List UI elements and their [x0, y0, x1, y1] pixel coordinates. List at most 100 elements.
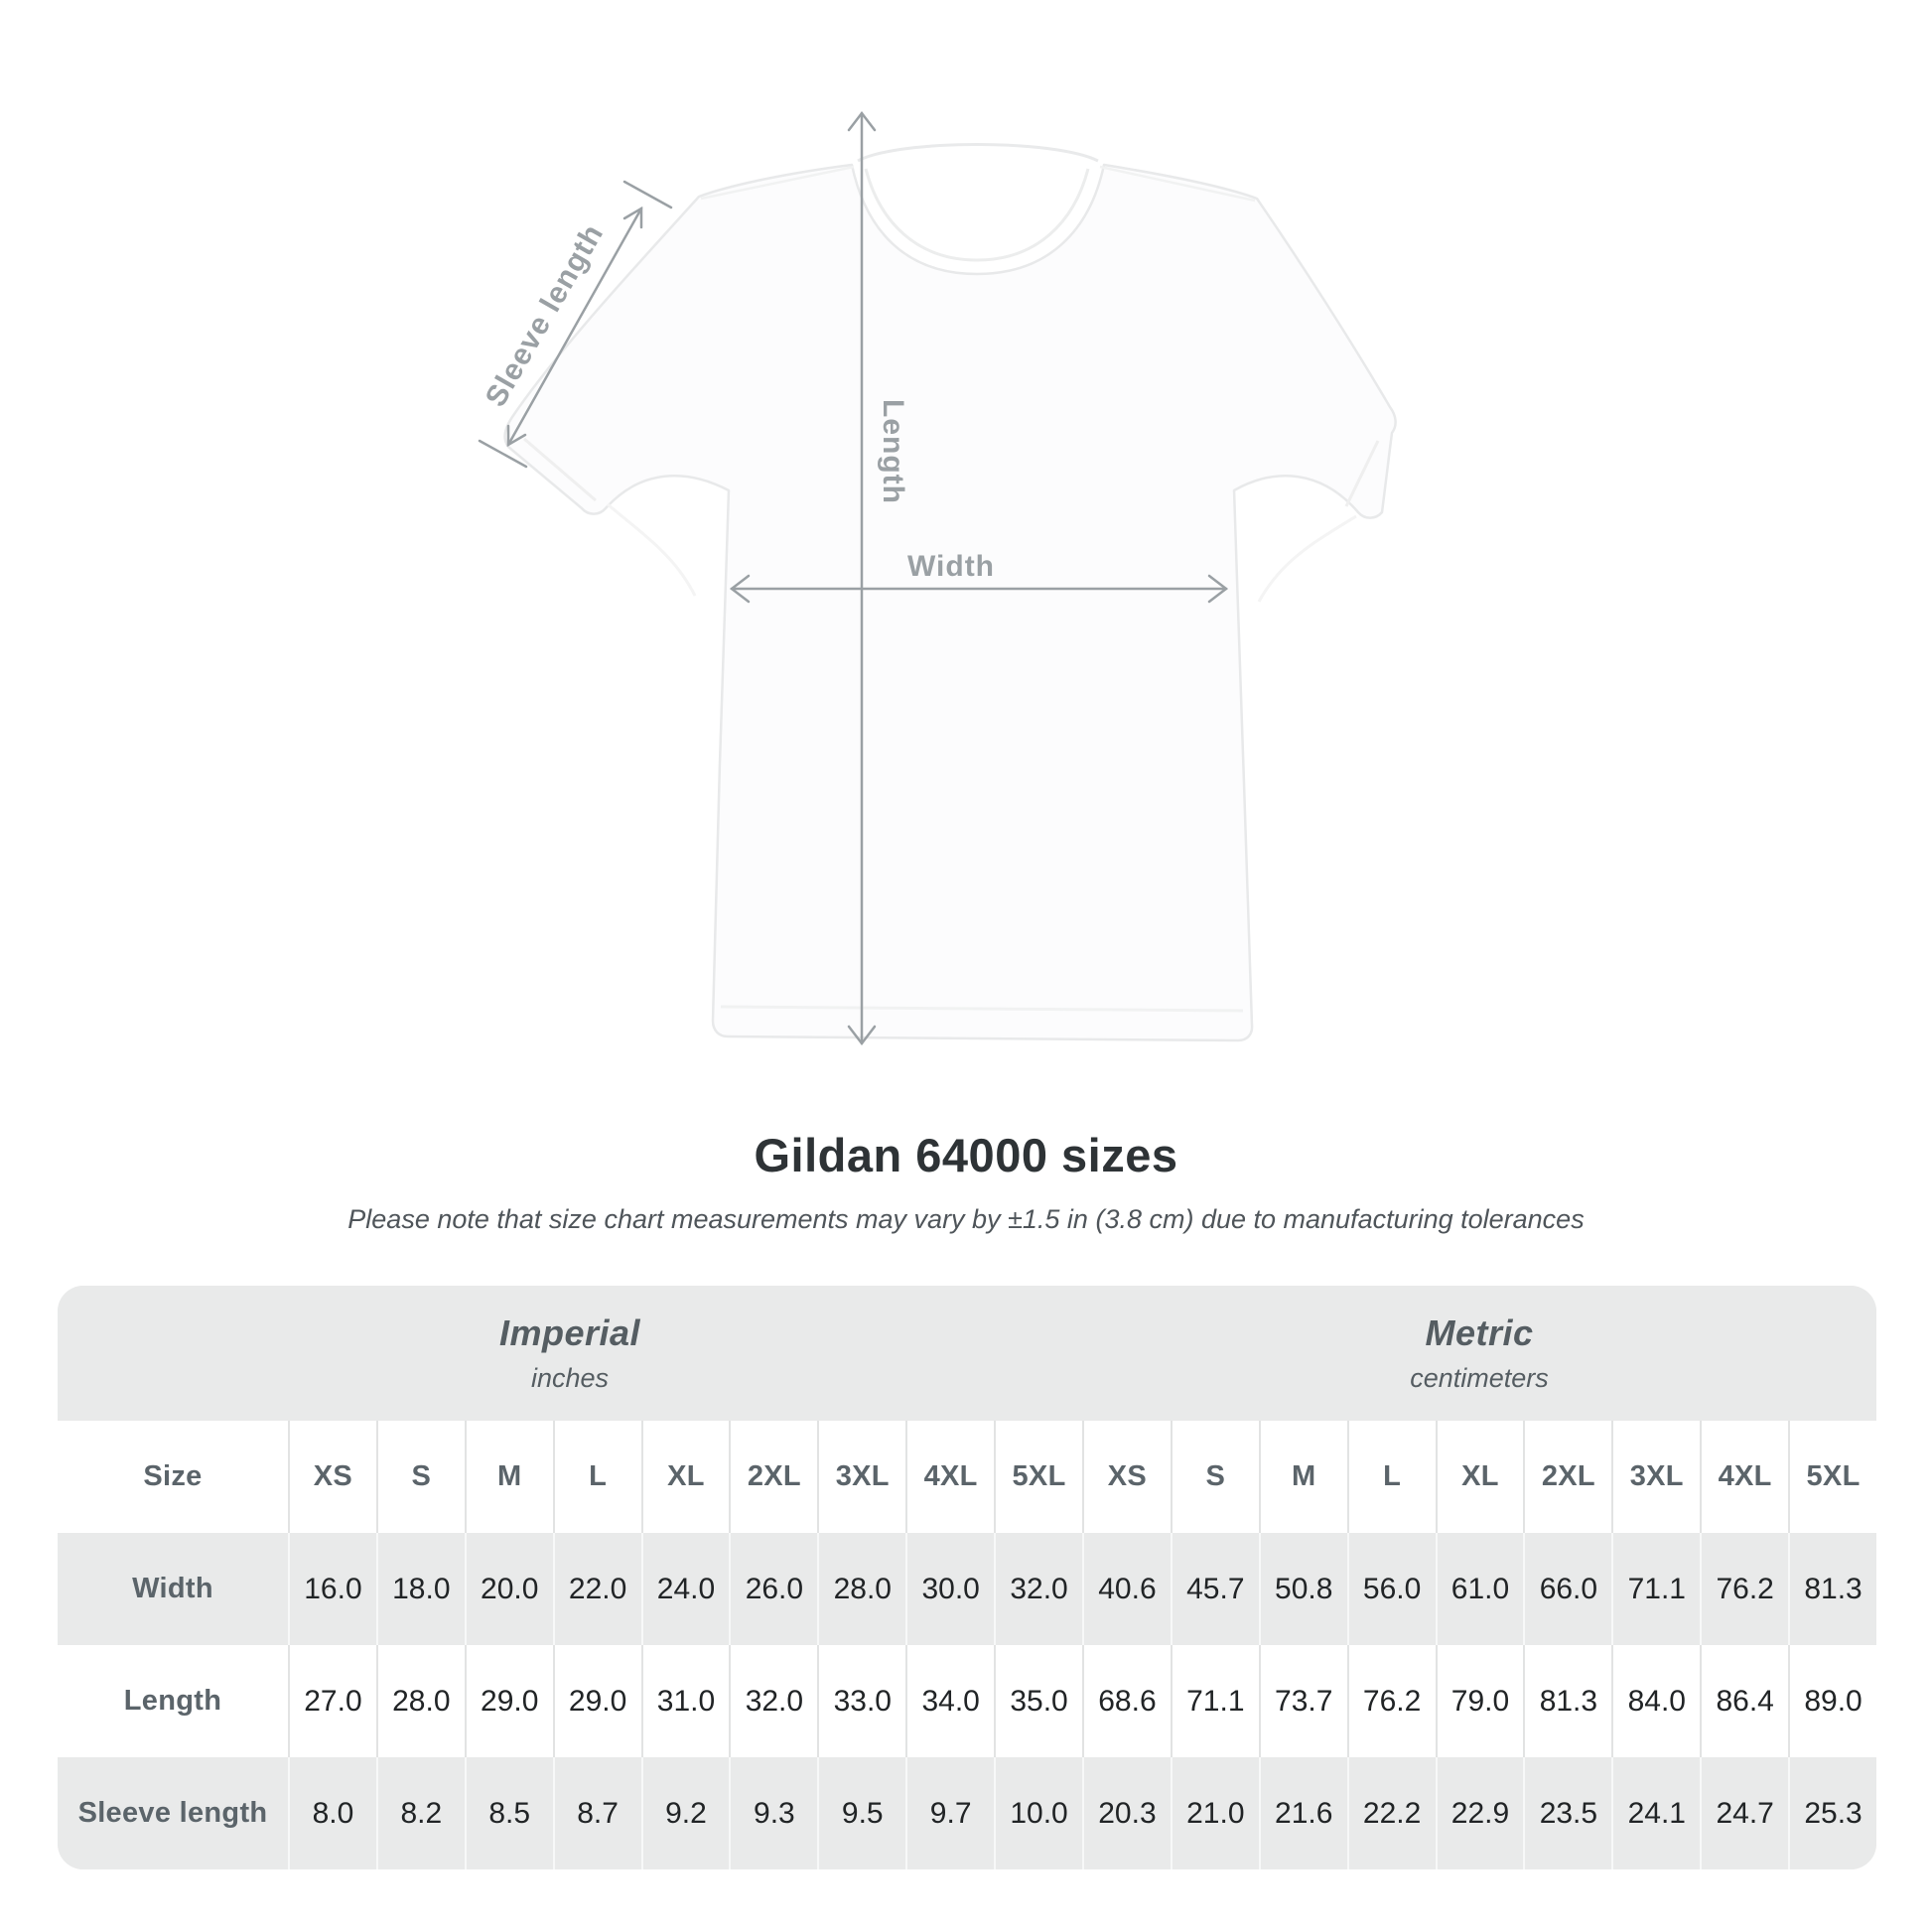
- value-cell: 20.3: [1081, 1757, 1171, 1869]
- value-cell: 40.6: [1081, 1533, 1171, 1645]
- value-cell: 31.0: [640, 1645, 730, 1757]
- value-cell: 26.0: [729, 1533, 817, 1645]
- size-col-imperial-3xl: 3XL: [817, 1421, 905, 1533]
- size-col-imperial-xs: XS: [288, 1421, 376, 1533]
- imperial-group-unit: inches: [530, 1363, 610, 1393]
- value-cell: 21.6: [1258, 1757, 1347, 1869]
- unit-group-row: Imperial inches Metric centimeters: [58, 1286, 1876, 1421]
- shoulder-seam-right: [1099, 165, 1256, 203]
- value-cell: 16.0: [288, 1533, 376, 1645]
- row-label: Sleeve length: [77, 1797, 268, 1829]
- tshirt-illustration: [478, 110, 1397, 1046]
- tshirt-shape: [503, 143, 1397, 1042]
- value-cell: 56.0: [1346, 1533, 1436, 1645]
- collar-inner-seam: [864, 168, 1090, 262]
- shoulder-seam-left: [700, 165, 855, 201]
- value-cell: 81.3: [1523, 1645, 1611, 1757]
- value-cell: 86.4: [1700, 1645, 1788, 1757]
- value-cell: 50.8: [1258, 1533, 1347, 1645]
- size-col-imperial-xl: XL: [640, 1421, 730, 1533]
- metric-group-unit: centimeters: [1410, 1363, 1549, 1393]
- size-col-imperial-5xl: 5XL: [994, 1421, 1082, 1533]
- value-cell: 28.0: [375, 1645, 465, 1757]
- length-arrow: [847, 110, 877, 1046]
- value-cell: 66.0: [1523, 1533, 1611, 1645]
- metric-group-title: Metric: [1425, 1312, 1534, 1353]
- length-label: Length: [877, 399, 909, 504]
- sleeve-hem-right: [1344, 440, 1380, 507]
- value-cell: 28.0: [817, 1533, 905, 1645]
- width-arrow: [729, 574, 1229, 604]
- value-cell: 24.0: [640, 1533, 730, 1645]
- size-col-metric-xs: XS: [1081, 1421, 1171, 1533]
- value-cell: 71.1: [1611, 1533, 1700, 1645]
- measurement-row-width: Width 16.0 18.0 20.0 22.0 24.0 26.0 28.0 30.0 32.…: [58, 1533, 1876, 1645]
- page-title: Gildan 64000 sizes: [754, 1129, 1178, 1181]
- size-col-metric-xl: XL: [1435, 1421, 1524, 1533]
- value-cell: 9.7: [905, 1757, 994, 1869]
- value-cell: 84.0: [1611, 1645, 1700, 1757]
- size-col-metric-3xl: 3XL: [1611, 1421, 1700, 1533]
- value-cell: 79.0: [1435, 1645, 1524, 1757]
- measurement-arrows: [478, 110, 1229, 1046]
- value-cell: 73.7: [1258, 1645, 1347, 1757]
- row-label: Width: [132, 1573, 213, 1604]
- value-cell: 18.0: [375, 1533, 465, 1645]
- size-col-imperial-4xl: 4XL: [905, 1421, 994, 1533]
- value-cell: 10.0: [994, 1757, 1082, 1869]
- value-cell: 89.0: [1788, 1645, 1876, 1757]
- bottom-hem-stitch: [720, 1005, 1244, 1013]
- value-cell: 32.0: [994, 1533, 1082, 1645]
- sleeve-length-arrow: [478, 180, 673, 469]
- size-col-metric-l: L: [1346, 1421, 1436, 1533]
- tshirt-body: [503, 163, 1397, 1042]
- value-cell: 25.3: [1788, 1757, 1876, 1869]
- value-cell: 33.0: [817, 1645, 905, 1757]
- sleeve-hem-left: [523, 437, 597, 502]
- armpit-crease-right: [1257, 514, 1357, 603]
- size-col-imperial-s: S: [375, 1421, 465, 1533]
- value-cell: 20.0: [464, 1533, 553, 1645]
- row-label: Length: [123, 1685, 222, 1717]
- width-label: Width: [906, 550, 996, 583]
- measurement-row-sleeve-length: Sleeve length 8.0 8.2 8.5 8.7 9.2 9.3 9.5 9.7 10.…: [58, 1757, 1876, 1869]
- value-cell: 24.7: [1700, 1757, 1788, 1869]
- value-cell: 8.7: [552, 1757, 641, 1869]
- size-col-metric-2xl: 2XL: [1523, 1421, 1611, 1533]
- value-cell: 24.1: [1611, 1757, 1700, 1869]
- value-cell: 9.3: [729, 1757, 817, 1869]
- value-cell: 30.0: [905, 1533, 994, 1645]
- value-cell: 9.5: [817, 1757, 905, 1869]
- size-header-label: Size: [143, 1460, 203, 1492]
- armpit-crease-left: [607, 502, 697, 597]
- value-cell: 22.9: [1435, 1757, 1524, 1869]
- size-col-metric-5xl: 5XL: [1788, 1421, 1876, 1533]
- value-cell: 34.0: [905, 1645, 994, 1757]
- collar-back: [857, 143, 1099, 163]
- size-col-metric-4xl: 4XL: [1700, 1421, 1788, 1533]
- size-header-row: Size XS S M L XL 2XL 3XL 4XL 5XL XS S M L XL 2XL 3XL 4XL…: [58, 1421, 1876, 1533]
- value-cell: 23.5: [1523, 1757, 1611, 1869]
- size-col-metric-m: M: [1258, 1421, 1347, 1533]
- value-cell: 27.0: [288, 1645, 376, 1757]
- size-col-metric-s: S: [1170, 1421, 1259, 1533]
- value-cell: 81.3: [1788, 1533, 1876, 1645]
- tolerance-note: Please note that size chart measurements…: [347, 1204, 1585, 1234]
- value-cell: 22.0: [552, 1533, 641, 1645]
- value-cell: 68.6: [1081, 1645, 1171, 1757]
- imperial-group-title: Imperial: [498, 1312, 641, 1353]
- value-cell: 8.2: [375, 1757, 465, 1869]
- value-cell: 61.0: [1435, 1533, 1524, 1645]
- value-cell: 8.5: [464, 1757, 553, 1869]
- value-cell: 21.0: [1170, 1757, 1259, 1869]
- size-col-imperial-2xl: 2XL: [729, 1421, 817, 1533]
- measurement-row-length: Length 27.0 28.0 29.0 29.0 31.0 32.0 33.0 34.0 35…: [58, 1645, 1876, 1757]
- value-cell: 76.2: [1346, 1645, 1436, 1757]
- size-col-imperial-l: L: [552, 1421, 641, 1533]
- size-col-imperial-m: M: [464, 1421, 553, 1533]
- value-cell: 22.2: [1346, 1757, 1436, 1869]
- value-cell: 9.2: [640, 1757, 730, 1869]
- value-cell: 29.0: [464, 1645, 553, 1757]
- value-cell: 8.0: [288, 1757, 376, 1869]
